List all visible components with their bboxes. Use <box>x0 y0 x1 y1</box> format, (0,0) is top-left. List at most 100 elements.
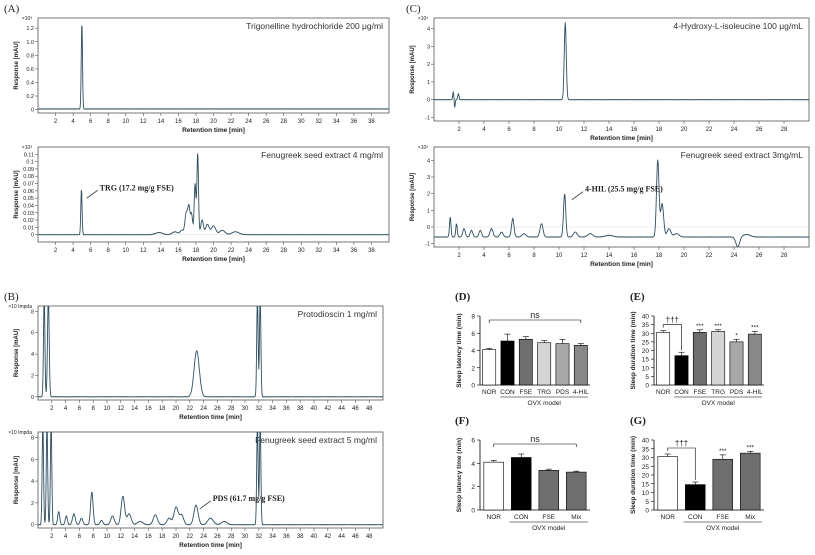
y-tick-label: 0.01 <box>23 225 34 231</box>
x-tick-label: 38 <box>297 534 304 540</box>
bar <box>747 333 762 386</box>
x-tick-label: 32 <box>315 119 322 125</box>
x-tick-label: 14 <box>606 253 613 259</box>
x-tick-label: 16 <box>631 253 638 259</box>
significance-mark: *** <box>714 323 722 330</box>
bar <box>555 343 570 386</box>
category-label: CON <box>674 389 689 396</box>
category-label: NOR <box>482 389 497 396</box>
x-tick-label: 2 <box>54 119 58 125</box>
bar <box>685 484 706 511</box>
annotation-arrow <box>86 190 98 199</box>
x-tick-label: 20 <box>173 406 180 412</box>
chart-title: Protodioscin 1 mg/ml <box>298 309 377 319</box>
y-axis-label: Response [mAU] <box>14 41 20 89</box>
plot-frame <box>37 17 390 114</box>
x-tick-label: 34 <box>333 248 340 254</box>
y-tick-label: 6 <box>471 331 475 338</box>
x-tick-label: 24 <box>200 534 207 540</box>
x-tick-label: 6 <box>507 253 511 259</box>
x-tick-label: 36 <box>283 406 290 412</box>
y-axis-label: Response [mAU] <box>14 329 20 377</box>
bar <box>657 456 678 511</box>
x-tick-label: 22 <box>706 253 713 259</box>
x-tick-label: 4 <box>64 406 68 412</box>
x-tick-label: 20 <box>210 119 217 125</box>
chart-title: Trigonelline hydrochloride 200 μg/ml <box>246 21 383 31</box>
x-tick-label: 2 <box>50 534 54 540</box>
y-axis-label: Sleep duration time (min) <box>630 436 637 514</box>
y-tick-label: 4 <box>31 352 34 358</box>
category-label: NOR <box>661 514 676 521</box>
y-tick-label: 4 <box>427 158 430 164</box>
y-tick-label: 0 <box>645 508 649 515</box>
y-tick-label: 0.08 <box>23 174 34 180</box>
annotation-arrow <box>571 191 584 200</box>
chromatogram-B1: 2 4 6 8 10 12 14 16 18 20 22 24 26 28 30 32 34 36 38 40 42 44… <box>8 304 384 421</box>
y-exponent: ×10 Impda <box>8 430 32 436</box>
chromatogram-C2: 2 4 6 8 10 12 14 16 18 20 22 24 26 28-101234Retention… <box>410 145 810 268</box>
x-axis-label: Retention time [min] <box>182 127 245 134</box>
x-tick-label: 12 <box>117 534 124 540</box>
y-tick-label: 0 <box>645 383 649 390</box>
x-tick-label: 12 <box>140 119 147 125</box>
x-tick-label: 32 <box>315 248 322 254</box>
category-label: FSE <box>716 514 729 521</box>
x-tick-label: 30 <box>242 406 249 412</box>
x-tick-label: 22 <box>186 406 193 412</box>
x-tick-label: 10 <box>122 119 129 125</box>
y-tick-label: 0 <box>31 523 34 529</box>
y-tick-label: 0 <box>31 108 34 114</box>
bar <box>511 457 532 511</box>
category-label: FSE <box>520 389 533 396</box>
x-tick-label: 18 <box>656 127 663 133</box>
chromatogram-trace <box>38 306 383 398</box>
significance-mark: * <box>735 332 738 339</box>
y-axis-label: Response [mAU] <box>14 456 20 504</box>
y-axis-label: Response [mAU] <box>410 173 416 221</box>
x-tick-label: 20 <box>681 127 688 133</box>
y-tick-label: 20 <box>642 348 650 355</box>
x-tick-label: 26 <box>756 253 763 259</box>
bar <box>483 461 504 511</box>
chromatogram-trace <box>38 432 383 526</box>
x-tick-label: 14 <box>158 119 165 125</box>
chart-title: 4-Hydroxy-L-isoleucine 100 μg/mL <box>673 21 803 31</box>
y-tick-label: 40 <box>642 438 650 445</box>
y-tick-label: 10 <box>642 490 650 497</box>
y-tick-label: 0.11 <box>24 152 34 158</box>
y-tick-label: 1.0 <box>26 40 34 46</box>
x-tick-label: 26 <box>214 534 221 540</box>
y-tick-label: 0.4 <box>26 80 34 86</box>
x-tick-label: 8 <box>532 127 536 133</box>
y-tick-label: 3 <box>427 44 430 50</box>
y-tick-label: 2 <box>427 62 430 68</box>
x-tick-label: 48 <box>366 406 373 412</box>
x-tick-label: 12 <box>140 248 147 254</box>
panel-label: (D) <box>455 291 471 303</box>
bar <box>712 458 733 511</box>
x-tick-label: 8 <box>107 248 111 254</box>
category-label: PDS <box>556 389 570 396</box>
x-tick-label: 24 <box>731 253 738 259</box>
bar <box>482 349 497 386</box>
plot-frame <box>433 17 810 122</box>
x-tick-label: 2 <box>457 253 461 259</box>
y-tick-label: 0.07 <box>23 182 34 188</box>
x-axis-label: Retention time [min] <box>590 261 653 268</box>
y-tick-label: 4 <box>31 479 34 485</box>
x-tick-label: 38 <box>297 406 304 412</box>
y-tick-label: 0 <box>471 508 475 515</box>
category-label: 4-HIL <box>573 389 589 396</box>
y-tick-label: 6 <box>31 331 34 337</box>
y-tick-label: 0 <box>471 383 475 390</box>
category-label: TRG <box>711 389 725 396</box>
category-label: PDS <box>730 389 744 396</box>
x-tick-label: 14 <box>131 406 138 412</box>
bar <box>537 342 552 386</box>
y-tick-label: 15 <box>642 481 650 488</box>
x-tick-label: 16 <box>175 248 182 254</box>
x-tick-label: 14 <box>158 248 165 254</box>
y-tick-label: 40 <box>642 314 650 321</box>
x-tick-label: 44 <box>338 406 345 412</box>
